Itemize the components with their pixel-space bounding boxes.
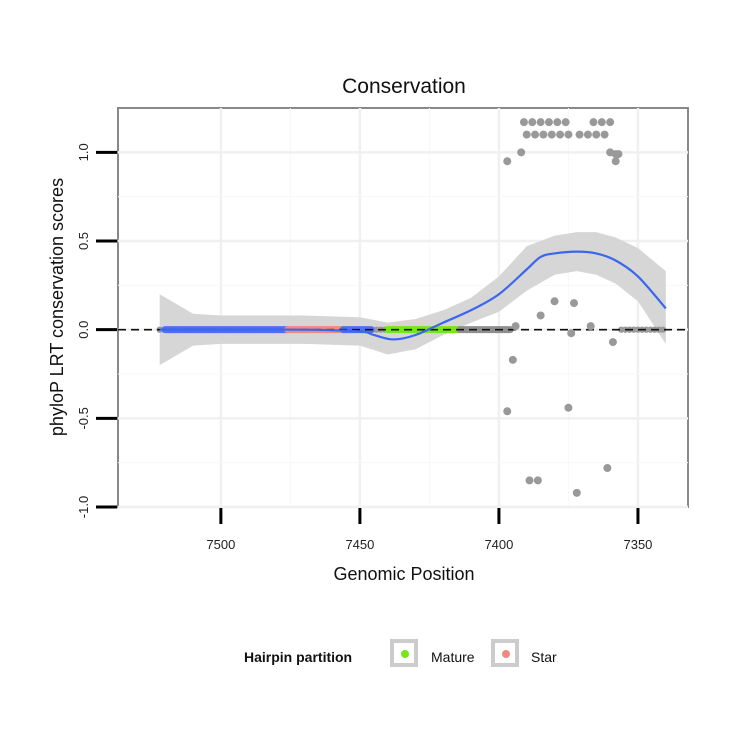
data-point — [564, 403, 573, 412]
score-points — [503, 118, 623, 497]
data-point — [503, 157, 512, 166]
data-point — [503, 407, 512, 416]
y-tick-label: -0.5 — [76, 407, 91, 429]
y-tick-label: 0.0 — [76, 321, 91, 339]
data-point — [564, 130, 573, 139]
data-point — [589, 118, 598, 127]
chart-title: Conservation — [342, 75, 466, 98]
x-axis: 7500 7450 7400 7350 — [206, 508, 652, 552]
data-point — [536, 311, 545, 320]
data-point — [519, 118, 528, 127]
x-tick-label: 7450 — [345, 537, 374, 552]
data-point — [547, 130, 556, 139]
data-point — [531, 130, 540, 139]
flat-point — [659, 326, 667, 333]
legend-label-star: Star — [531, 649, 557, 665]
data-point — [544, 118, 553, 127]
data-point — [553, 118, 562, 127]
smooth-line-path — [159, 250, 667, 341]
y-axis: -1.0 -0.5 0.0 0.5 1.0 — [76, 143, 117, 518]
data-point — [575, 130, 584, 139]
x-tick-label: 7500 — [206, 537, 235, 552]
data-point — [511, 322, 520, 331]
legend-key-mature — [390, 639, 418, 667]
data-point — [608, 338, 617, 347]
data-point — [603, 463, 612, 472]
legend-label-mature: Mature — [431, 649, 475, 665]
data-point — [539, 130, 548, 139]
y-tick-label: 0.5 — [76, 232, 91, 250]
data-point — [600, 130, 609, 139]
legend-dot-star — [502, 650, 510, 658]
x-tick-label: 7350 — [623, 537, 652, 552]
data-point — [570, 299, 578, 308]
y-tick-label: -1.0 — [76, 496, 91, 518]
data-point — [586, 322, 595, 331]
data-point — [517, 148, 526, 157]
data-point — [606, 118, 615, 127]
y-axis-title: phyloP LRT conservation scores — [47, 178, 67, 436]
data-point — [525, 476, 534, 485]
data-point — [611, 157, 620, 166]
data-point — [508, 355, 517, 364]
data-point — [556, 130, 565, 139]
x-tick-label: 7400 — [484, 537, 513, 552]
data-point — [528, 118, 537, 127]
plot-panel — [117, 107, 689, 508]
legend-dot-mature — [401, 650, 409, 658]
data-point — [550, 297, 559, 306]
legend-title: Hairpin partition — [244, 649, 353, 665]
y-tick-label: 1.0 — [76, 143, 91, 161]
data-point — [592, 130, 601, 139]
data-point — [614, 150, 623, 159]
conservation-chart: Conservation 7500 7450 7400 7350 -1.0 -0.5 0.… — [47, 75, 689, 584]
x-axis-title: Genomic Position — [333, 564, 474, 584]
smooth-line — [159, 250, 667, 341]
data-point — [572, 488, 581, 497]
data-point — [597, 118, 606, 127]
data-point — [567, 329, 576, 338]
data-point — [533, 476, 542, 485]
data-point — [561, 118, 570, 127]
data-point — [522, 130, 531, 139]
data-point — [583, 130, 592, 139]
data-point — [536, 118, 545, 127]
legend: Hairpin partition Mature Star — [0, 636, 750, 680]
legend-key-star — [491, 639, 519, 667]
